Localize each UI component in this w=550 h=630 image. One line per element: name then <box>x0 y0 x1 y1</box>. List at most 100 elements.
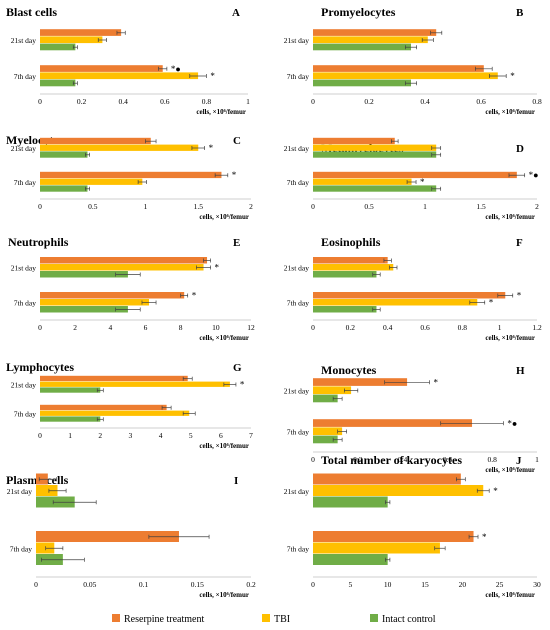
x-tick-label: 0 <box>38 431 42 440</box>
x-tick-label: 0 <box>311 202 315 211</box>
category-label: 21st day <box>284 264 309 273</box>
bar-a-0-1 <box>40 36 103 44</box>
bar-h-0-0 <box>313 378 408 386</box>
bar-g-0-0 <box>40 375 188 382</box>
bar-b-0-1 <box>313 36 428 44</box>
significance-mark: * <box>482 532 487 542</box>
significance-mark: * <box>232 170 237 180</box>
legend-swatch <box>262 614 270 622</box>
x-axis-label: cells, ×10⁶/femur <box>199 213 249 221</box>
x-tick-label: 0 <box>38 323 42 332</box>
x-tick-label: 1.5 <box>194 202 204 211</box>
x-tick-label: 15 <box>421 580 429 589</box>
category-label: 21st day <box>284 487 309 496</box>
x-tick-label: 10 <box>212 323 220 332</box>
panel-title: Total number of karyocytes <box>321 453 462 467</box>
significance-mark: * <box>493 486 498 496</box>
category-label: 21st day <box>7 487 32 496</box>
significance-mark: * <box>489 298 494 308</box>
category-label: 7th day <box>10 544 33 553</box>
legend: Reserpine treatment TBI Intact control <box>112 614 436 625</box>
bar-g-0-2 <box>40 387 101 393</box>
significance-mark: *● <box>171 64 181 74</box>
panel-letter: B <box>516 7 524 19</box>
legend-label: Intact control <box>382 614 436 625</box>
bar-a-0-2 <box>40 43 76 51</box>
category-label: 21st day <box>11 36 36 45</box>
bar-j-1-2 <box>313 554 388 565</box>
category-label: 21st day <box>284 387 309 396</box>
x-axis-label: cells, ×10⁶/femur <box>485 334 535 342</box>
bar-e-0-2 <box>40 271 128 278</box>
bar-d-1-0 <box>313 171 517 179</box>
bar-c-1-1 <box>40 178 143 185</box>
category-label: 21st day <box>284 144 309 153</box>
chart-panel-j: Total number of karyocytes J0 5 10 15 20 25 30c… <box>284 453 541 599</box>
x-tick-label: 1.5 <box>476 202 486 211</box>
x-tick-label: 1 <box>68 431 72 440</box>
x-axis-label: cells, ×10⁶/femur <box>485 108 535 116</box>
chart-panel-f: Eosinophils F 0 0.2 0.4 0.6 0.8 1 1.2 cells, ×10⁶… <box>284 235 542 342</box>
x-tick-label: 0.6 <box>476 97 486 106</box>
bar-h-0-1 <box>313 386 352 395</box>
bar-j-0-1 <box>313 485 484 496</box>
x-tick-label: 20 <box>459 580 467 589</box>
chart-panel-b: Promyelocytes B 0 0.2 0.4 0.6 0.8 cells, ×10⁶/f… <box>284 5 542 116</box>
panel-title: Lymphocytes <box>6 360 74 374</box>
category-label: 7th day <box>287 428 310 437</box>
bar-j-1-0 <box>313 531 474 542</box>
x-tick-label: 1 <box>246 97 250 106</box>
x-tick-label: 0 <box>311 97 315 106</box>
panel-letter: F <box>516 237 523 249</box>
significance-mark: *● <box>507 418 517 428</box>
bar-f-0-0 <box>313 257 388 264</box>
category-label: 21st day <box>11 381 36 390</box>
bar-j-0-0 <box>313 473 461 485</box>
x-tick-label: 0 <box>311 580 315 589</box>
bar-e-0-0 <box>40 257 208 264</box>
x-tick-label: 1 <box>423 202 427 211</box>
panel-title: Neutrophils <box>8 235 69 249</box>
x-axis-label: cells, ×10⁶/femur <box>199 442 249 450</box>
x-tick-label: 0.8 <box>532 97 542 106</box>
x-tick-label: 0.5 <box>88 202 98 211</box>
x-tick-label: 0 <box>34 580 38 589</box>
x-tick-label: 6 <box>219 431 223 440</box>
x-tick-label: 0 <box>38 202 42 211</box>
bar-c-0-0 <box>40 137 151 145</box>
x-tick-label: 4 <box>159 431 163 440</box>
bar-g-1-2 <box>40 416 101 422</box>
x-tick-label: 1 <box>498 323 502 332</box>
x-tick-label: 0.1 <box>139 580 149 589</box>
panel-title: Promyelocytes <box>321 5 396 19</box>
x-tick-label: 0.4 <box>398 455 408 464</box>
significance-mark: * <box>215 263 220 273</box>
x-tick-label: 1.2 <box>532 323 542 332</box>
x-axis-label: cells, ×10⁶/femur <box>485 466 535 474</box>
bar-c-1-2 <box>40 185 88 192</box>
bar-c-0-1 <box>40 144 199 151</box>
bar-c-0-2 <box>40 151 88 158</box>
x-tick-label: 7 <box>249 431 253 440</box>
panel-title: Monocytes <box>321 363 377 377</box>
category-label: 7th day <box>287 544 310 553</box>
significance-mark: * <box>240 380 245 390</box>
category-label: 7th day <box>287 178 310 187</box>
bar-a-1-0 <box>40 65 163 72</box>
significance-mark: *● <box>529 170 539 180</box>
bar-f-1-0 <box>313 292 506 299</box>
x-tick-label: 1 <box>144 202 148 211</box>
bar-h-0-2 <box>313 394 338 403</box>
bar-j-0-2 <box>313 496 388 508</box>
category-label: 7th day <box>14 410 37 419</box>
chart-panel-e: Neutrophils E 0 2 4 6 8 10 12 cells, ×10⁶/femur 21… <box>8 235 255 342</box>
bar-h-1-0 <box>313 419 473 427</box>
x-tick-label: 8 <box>179 323 183 332</box>
bar-e-0-1 <box>40 264 204 271</box>
x-axis-label: cells, ×10⁶/femur <box>199 591 249 599</box>
bar-g-1-1 <box>40 410 190 416</box>
bar-d-0-0 <box>313 137 395 145</box>
